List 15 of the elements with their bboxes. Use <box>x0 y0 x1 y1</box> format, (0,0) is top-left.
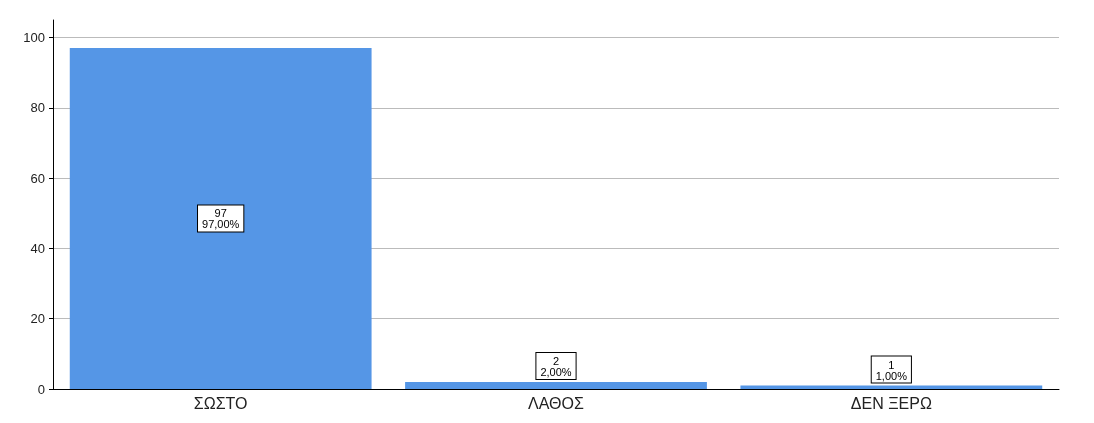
y-tick-label: 40 <box>30 240 45 256</box>
y-tick-label: 20 <box>30 311 45 327</box>
bar <box>69 48 372 389</box>
bar <box>405 381 707 389</box>
bar <box>740 385 1043 389</box>
y-tick-label: 80 <box>30 100 45 116</box>
y-tick-label: 0 <box>37 381 45 397</box>
data-label: 97 97,00% <box>202 207 240 231</box>
y-tick-label: 60 <box>30 170 45 186</box>
x-tick-label: ΛΑΘΟΣ <box>528 394 585 412</box>
x-tick-label: ΣΩΣΤΟ <box>193 394 248 412</box>
y-tick-label: 100 <box>23 30 45 46</box>
data-label: 1 1,00% <box>875 358 908 382</box>
x-tick-label: ΔΕΝ ΞΕΡΩ <box>850 394 932 412</box>
data-label: 2 2,00% <box>540 355 572 379</box>
